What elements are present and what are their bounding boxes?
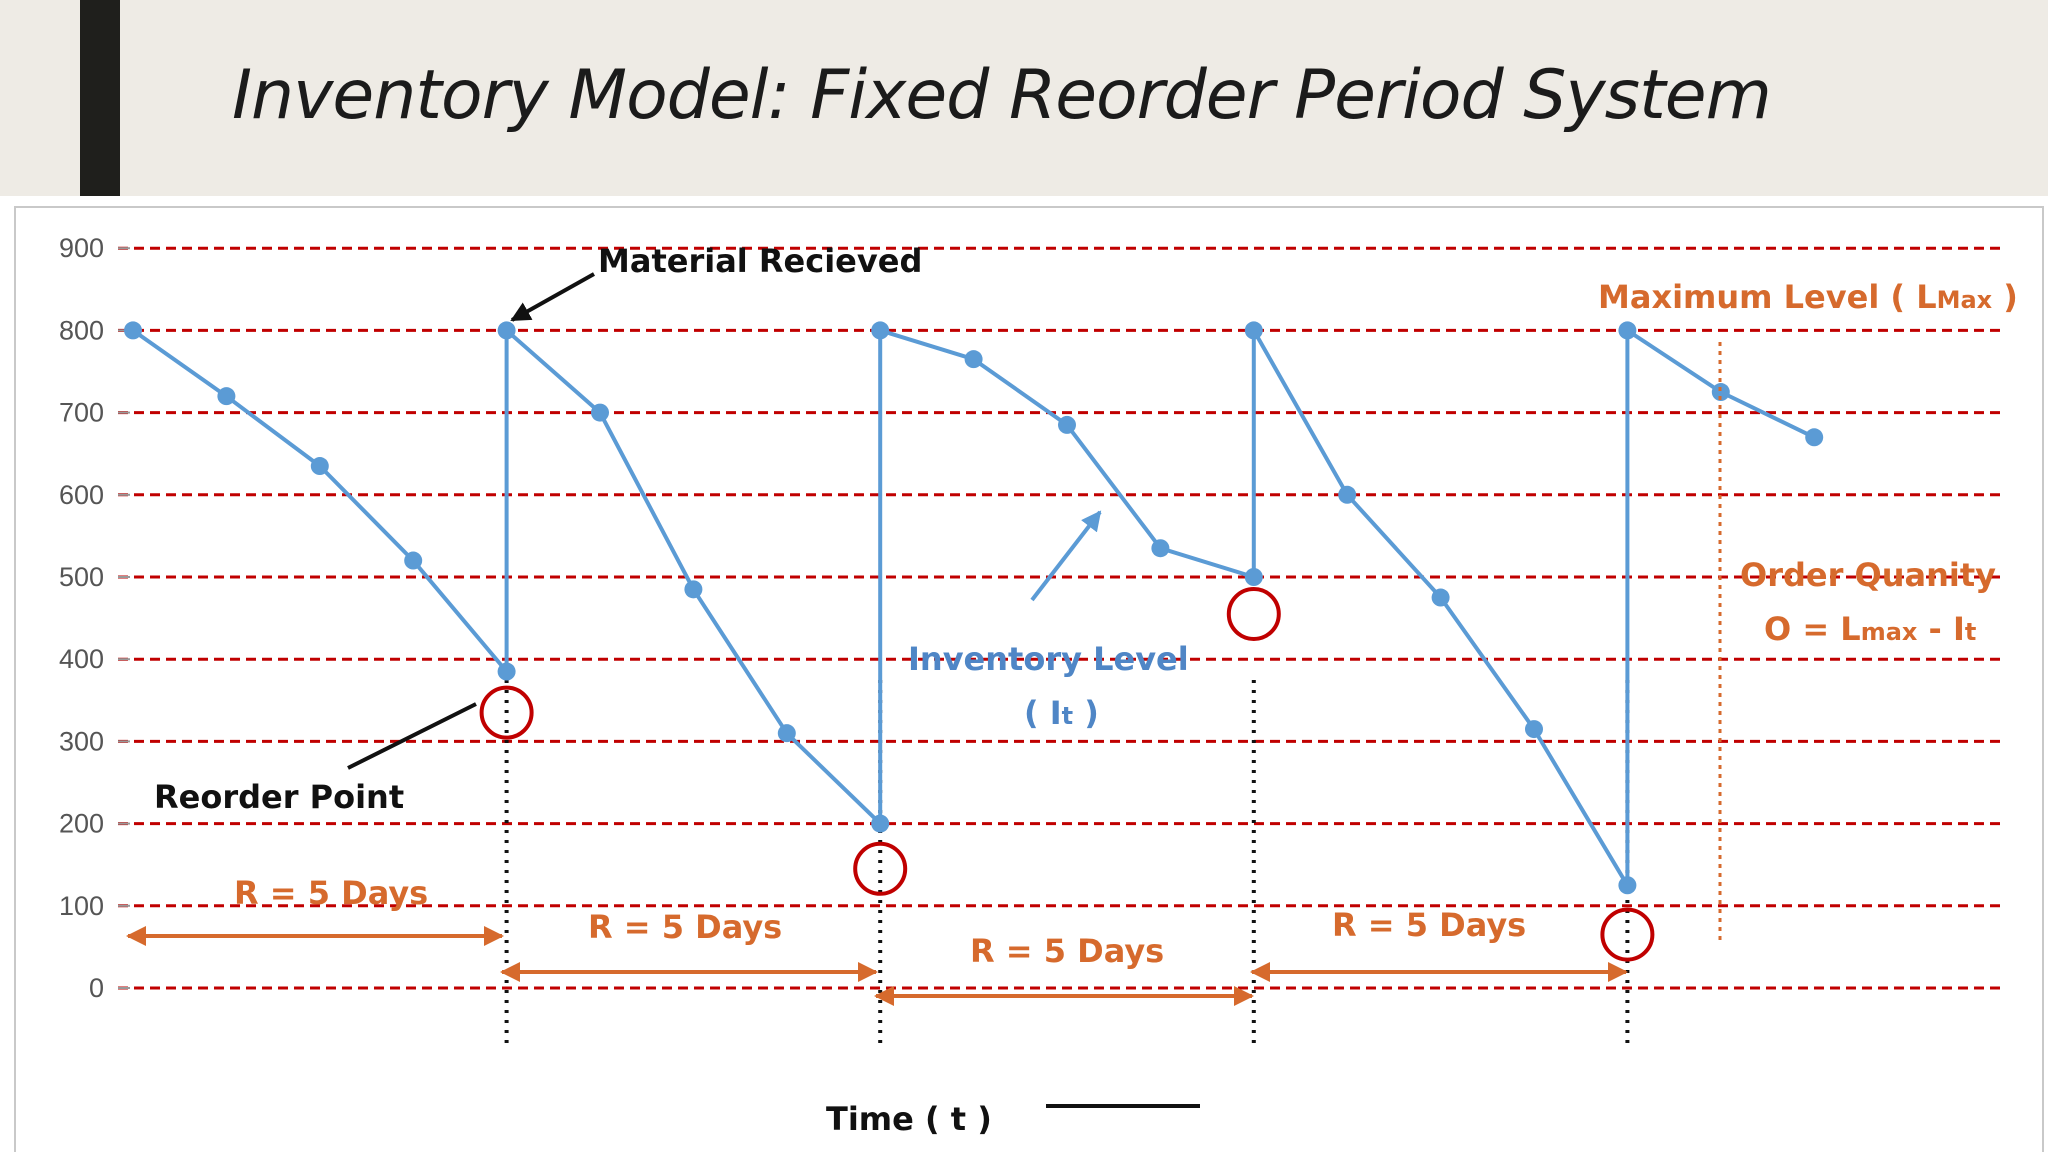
y-tick-label: 200 [59,809,104,839]
reorder-circle [853,841,908,896]
reorder-point-label: Reorder Point [154,778,404,816]
order-quantity-label: Order Quanity [1740,556,1996,594]
y-tick-label: 400 [59,644,104,674]
data-point [1058,415,1076,434]
data-point [871,814,890,833]
data-point [217,387,236,406]
reorder-point-pointer [347,702,477,770]
period-label-4: R = 5 Days [1332,906,1526,944]
y-tick-label: 300 [59,726,104,756]
data-point [1244,568,1263,586]
y-tick-label: 600 [59,480,104,510]
data-point [1805,428,1824,447]
data-point [684,580,703,599]
data-point [497,321,516,340]
data-point [124,321,142,340]
order-quantity-formula: O = Lmax - It [1764,610,1976,648]
reorder-circles [479,586,1655,962]
y-tick-label: 900 [59,233,104,263]
data-point [1618,321,1637,340]
y-tick-label: 700 [59,398,104,428]
reorder-circle [1226,586,1281,641]
data-point [1431,588,1450,607]
data-point [964,350,983,369]
data-point [497,662,516,681]
reorder-circle [479,685,534,740]
data-point [310,457,329,476]
material-received-arrow [510,272,595,322]
inventory-level-arrow [1030,510,1102,602]
data-point [591,403,609,422]
data-point [404,551,423,570]
y-tick-label: 100 [59,891,104,921]
data-point [1151,539,1170,558]
material-received-label: Material Recieved [598,242,922,280]
data-point [1244,321,1263,340]
y-axis-ticks: 0 100 200 300 400 500 600 700 800 900 [59,233,130,1003]
y-tick-label: 500 [59,562,104,592]
inventory-level-symbol: ( It ) [1024,694,1099,732]
data-point [777,724,796,743]
x-axis-label: Time ( t ) [826,1100,992,1138]
period-label-3: R = 5 Days [970,932,1164,970]
data-point [1711,383,1730,402]
y-tick-label: 0 [89,973,104,1003]
gridlines [118,246,2000,990]
slide-title: Inventory Model: Fixed Reorder Period Sy… [232,56,1772,135]
reorder-circle [1600,907,1655,962]
y-tick-label: 800 [59,315,104,345]
inventory-level-label: Inventory Level [908,640,1189,678]
data-point [1338,485,1357,504]
data-point [871,321,890,340]
maximum-level-label: Maximum Level ( LMax ) [1598,278,2018,316]
data-point [1525,720,1543,739]
period-label-2: R = 5 Days [588,908,782,946]
period-label-1: R = 5 Days [234,874,428,912]
data-point [1618,876,1637,895]
title-accent-bar [80,0,120,196]
inventory-series [124,321,1824,895]
